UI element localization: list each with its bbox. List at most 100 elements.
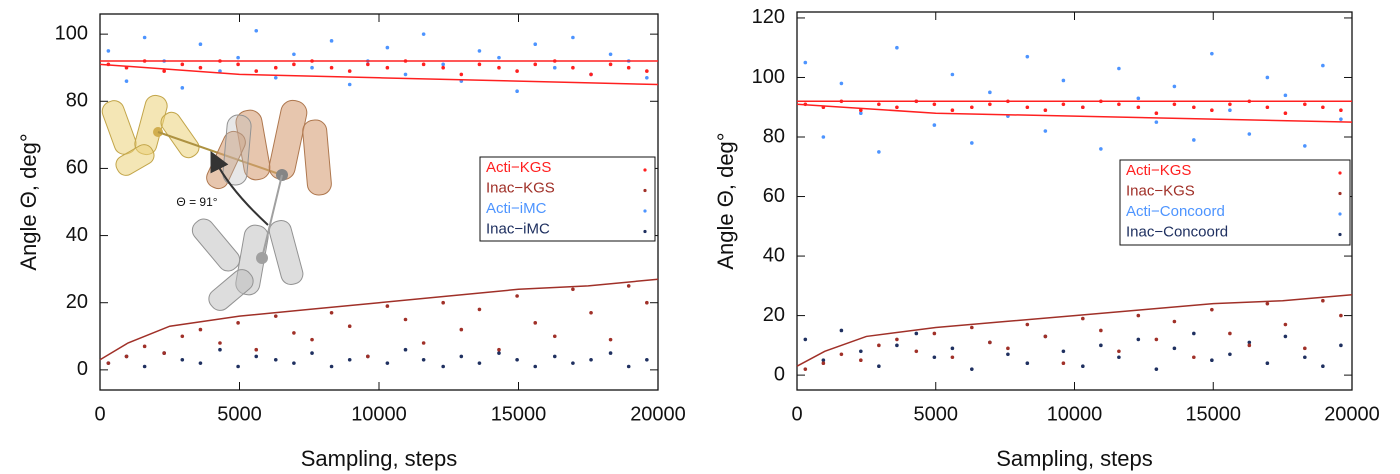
scatter-point xyxy=(236,364,240,369)
scatter-point xyxy=(1321,63,1325,68)
scatter-point xyxy=(608,62,613,67)
scatter-point xyxy=(1265,361,1270,366)
legend-label: Acti−Concoord xyxy=(1126,203,1225,220)
scatter-point xyxy=(626,284,631,288)
scatter-point xyxy=(180,86,185,90)
legend-marker xyxy=(1338,212,1342,216)
scatter-point xyxy=(877,150,881,154)
y-tick-label: 80 xyxy=(66,90,88,112)
legend-label: Inac−KGS xyxy=(1126,182,1195,199)
scatter-point xyxy=(421,341,426,345)
scatter-point xyxy=(1303,144,1307,148)
scatter-point xyxy=(950,355,955,360)
scatter-point xyxy=(124,79,129,83)
scatter-point xyxy=(859,108,863,113)
scatter-point xyxy=(970,105,974,110)
panel: 0 20 40 60 80 100 120 0 5000 10000 15000 20000 Sampl… xyxy=(713,6,1380,471)
y-axis-label: Angle Θ, deg° xyxy=(16,133,41,270)
envelope-line xyxy=(796,103,1353,123)
scatter-point xyxy=(292,331,296,335)
scatter-point xyxy=(403,317,408,322)
scatter-point xyxy=(988,102,992,107)
scatter-point xyxy=(932,102,937,107)
scatter-point xyxy=(441,300,445,305)
angle-annotation: Θ = 91° xyxy=(176,195,217,209)
scatter-point xyxy=(608,52,613,57)
scatter-point xyxy=(1006,352,1010,357)
scatter-point xyxy=(589,357,593,362)
scatter-point xyxy=(292,62,296,67)
scatter-point xyxy=(645,75,649,80)
legend-label: Inac−iMC xyxy=(486,220,550,237)
scatter-point xyxy=(1247,132,1252,136)
scatter-point xyxy=(1025,361,1030,366)
y-tick-label: 100 xyxy=(752,66,785,88)
scatter-point xyxy=(310,351,314,355)
scatter-point xyxy=(218,347,222,352)
scatter-point xyxy=(1228,108,1232,113)
scatter-point xyxy=(626,65,631,70)
legend-marker xyxy=(1338,191,1342,196)
scatter-point xyxy=(497,65,501,70)
scatter-point xyxy=(803,337,808,342)
scatter-point xyxy=(180,62,185,67)
scatter-point xyxy=(839,352,844,357)
scatter-point xyxy=(366,354,370,359)
envelope-line xyxy=(796,294,1353,367)
scatter-point xyxy=(477,49,482,53)
scatter-point xyxy=(1099,328,1103,333)
y-tick-label: 40 xyxy=(763,244,785,266)
scatter-point xyxy=(803,367,808,371)
scatter-point xyxy=(1303,355,1307,360)
scatter-point xyxy=(366,62,370,67)
scatter-point xyxy=(1117,102,1121,107)
legend-marker xyxy=(643,168,647,172)
scatter-point xyxy=(895,45,899,50)
scatter-point xyxy=(950,346,955,351)
scatter-point xyxy=(1025,322,1030,327)
legend-box xyxy=(479,156,656,242)
legend-marker xyxy=(1338,171,1342,175)
scatter-point xyxy=(218,341,222,345)
scatter-point xyxy=(497,351,501,355)
scatter-point xyxy=(421,32,426,36)
scatter-point xyxy=(403,72,408,77)
y-tick-label: 80 xyxy=(763,125,785,147)
scatter-point xyxy=(1228,331,1232,336)
scatter-point xyxy=(877,102,881,107)
scatter-point xyxy=(347,82,352,87)
x-tick-label: 10000 xyxy=(351,403,407,425)
scatter-point xyxy=(1283,334,1288,339)
scatter-point xyxy=(950,108,955,113)
scatter-point xyxy=(1192,105,1196,110)
scatter-point xyxy=(1025,105,1030,110)
scatter-point xyxy=(142,364,147,369)
legend-marker xyxy=(643,209,647,213)
scatter-point xyxy=(1172,319,1177,324)
scatter-point xyxy=(236,321,240,325)
scatter-point xyxy=(459,72,464,77)
x-tick-label: 15000 xyxy=(491,403,547,425)
scatter-point xyxy=(1061,78,1066,83)
scatter-point xyxy=(589,310,593,315)
y-tick-label: 60 xyxy=(66,157,88,179)
scatter-point xyxy=(1136,105,1141,110)
scatter-point xyxy=(1172,102,1177,107)
x-tick-label: 20000 xyxy=(630,403,686,425)
scatter-point xyxy=(1117,355,1121,360)
panel: 0 20 40 60 80 100 0 5000 10000 15000 20000 Sampling… xyxy=(16,13,686,471)
x-tick-label: 5000 xyxy=(217,403,262,425)
scatter-point xyxy=(589,72,593,77)
scatter-point xyxy=(859,349,863,354)
x-tick-label: 20000 xyxy=(1324,403,1380,425)
scatter-point xyxy=(1117,66,1121,71)
scatter-point xyxy=(970,325,974,330)
scatter-point xyxy=(803,60,808,65)
scatter-point xyxy=(236,55,240,60)
scatter-point xyxy=(988,90,992,95)
scatter-point xyxy=(821,361,826,366)
scatter-point xyxy=(821,358,826,363)
y-axis-label: Angle Θ, deg° xyxy=(713,132,738,269)
envelope-line xyxy=(99,63,659,86)
scatter-point xyxy=(1061,349,1066,354)
